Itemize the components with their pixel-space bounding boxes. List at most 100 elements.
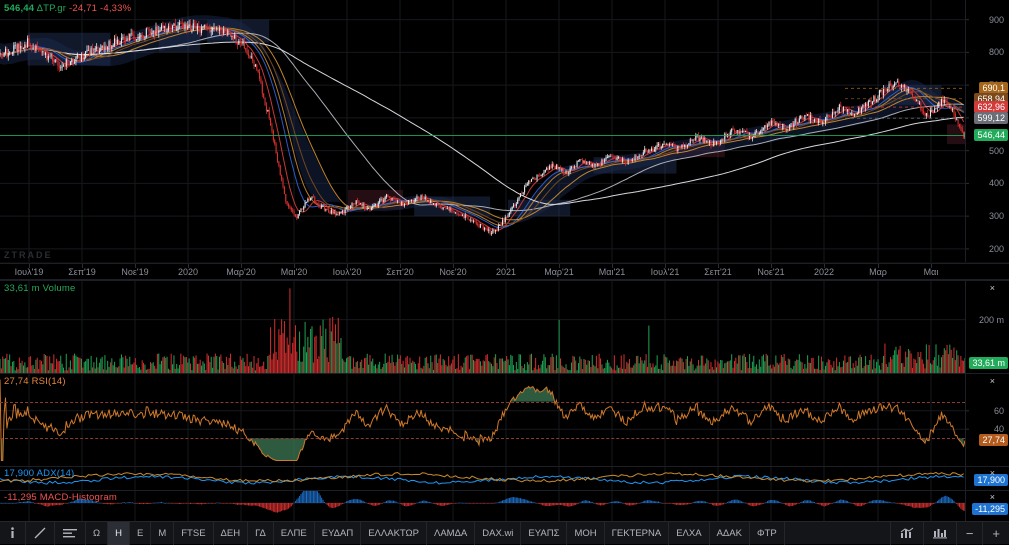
date-tick [294, 264, 295, 268]
rsi-pane[interactable]: 60 40 27,74 27,74 RSI(14) × [0, 374, 1009, 466]
volume-axis-label: 200 m [978, 314, 1004, 325]
zoom-in-icon[interactable]: + [982, 521, 1009, 545]
date-label: Νοε'21 [757, 267, 785, 277]
toolbar-item--[interactable]: ΦΤΡ [750, 521, 785, 545]
macd-chart-svg [0, 491, 965, 521]
macd-axis[interactable]: -11,295 [965, 491, 1009, 521]
price-symbol: ΔTP.gr [36, 3, 67, 14]
date-label: Νοε'20 [439, 267, 467, 277]
toolbar-item--[interactable]: ΑΔΑΚ [710, 521, 750, 545]
rsi-close-icon[interactable]: × [989, 376, 995, 386]
volume-close-icon[interactable]: × [989, 283, 995, 293]
date-tick [29, 264, 30, 268]
rsi-axis[interactable]: 60 40 27,74 [965, 374, 1009, 466]
adx-label: ADX(14) [36, 468, 75, 479]
date-label: Ιουλ'19 [14, 267, 44, 277]
date-label: Σεπ'19 [68, 267, 96, 277]
toolbar-item--[interactable]: ΕΛΠΕ [274, 521, 315, 545]
volume-axis[interactable]: 200 m 33,61 m [965, 281, 1009, 373]
toolbar-item--[interactable]: ΛΑΜΔΑ [427, 521, 476, 545]
price-axis-label: 900 [988, 14, 1004, 25]
price-change-pct: -4,33% [99, 3, 132, 14]
toolbar-item-dax-wi[interactable]: DAX.wi [475, 521, 522, 545]
toolbar-item--[interactable]: ΓΕΚΤΕΡΝΑ [605, 521, 670, 545]
rsi-badge[interactable]: 27,74 [979, 434, 1008, 447]
date-tick [82, 264, 83, 268]
date-tick [241, 264, 242, 268]
macd-pane[interactable]: -11,295 -11,295 MACD-Histogram × [0, 491, 1009, 521]
toolbar-item--[interactable]: ΕΛΛΑΚΤΩΡ [361, 521, 427, 545]
date-label: Ιουλ'20 [332, 267, 362, 277]
macd-last-value: -11,295 [4, 492, 37, 503]
volume-pane-title: 33,61 m Volume [4, 283, 75, 294]
chart-up-icon[interactable] [889, 521, 923, 545]
date-label: Νοε'19 [121, 267, 149, 277]
price-badge[interactable]: 632,96 [974, 101, 1008, 114]
toolbar-item--[interactable]: ΔΕΗ [214, 521, 249, 545]
date-tick [506, 264, 507, 268]
date-axis[interactable]: Ιουλ'19 Σεπ'19 Νοε'19 2020 Μαρ'20 Μαι'20 Ιουλ'… [0, 263, 1009, 280]
macd-close-icon[interactable]: × [989, 492, 995, 502]
price-badge[interactable]: 690,1 [979, 82, 1008, 95]
toolbar-item--[interactable]: ΜΟΗ [567, 521, 605, 545]
date-label: Μαρ'21 [544, 267, 574, 277]
toolbar-item--[interactable]: ΓΔ [248, 521, 274, 545]
pane-divider-macd [0, 490, 1009, 491]
toolbar-item--[interactable]: ΕΛΧΑ [669, 521, 710, 545]
list-icon[interactable] [55, 521, 86, 545]
date-tick [665, 264, 666, 268]
rsi-plot-area[interactable] [0, 374, 965, 466]
date-tick [188, 264, 189, 268]
date-tick [612, 264, 613, 268]
adx-pane[interactable]: 17,900 17,900 ADX(14) × [0, 467, 1009, 490]
bar-chart-icon[interactable] [922, 521, 956, 545]
rsi-last-value: 27,74 [4, 376, 29, 387]
price-plot-area[interactable] [0, 0, 965, 262]
watermark: ZTRADE [4, 250, 53, 260]
date-label: Μαι'20 [280, 267, 308, 277]
price-axis-label: 500 [988, 145, 1004, 156]
toolbar-item-m[interactable]: M [151, 521, 175, 545]
date-label: Σεπ'21 [704, 267, 732, 277]
price-axis[interactable]: 900800700600500400300200 690,1658,94632,… [965, 0, 1009, 262]
date-label: Μαρ [869, 267, 887, 277]
price-chart-svg [0, 0, 965, 262]
date-tick [347, 264, 348, 268]
volume-badge[interactable]: 33,61 m [969, 357, 1008, 369]
price-axis-label: 400 [988, 178, 1004, 189]
volume-plot-area[interactable] [0, 281, 965, 373]
adx-plot-area[interactable] [0, 467, 965, 490]
toolbar-item-h[interactable]: H [108, 521, 130, 545]
date-tick [824, 264, 825, 268]
price-badge[interactable]: 599,12 [974, 112, 1008, 125]
macd-plot-area[interactable] [0, 491, 965, 521]
macd-badge[interactable]: -11,295 [972, 503, 1008, 515]
date-tick [931, 264, 932, 268]
info-icon[interactable] [0, 521, 26, 545]
toolbar-item-ftse[interactable]: FTSE [174, 521, 214, 545]
pane-divider-adx [0, 466, 1009, 467]
macd-label: MACD-Histogram [39, 492, 117, 503]
adx-badge[interactable]: 17,900 [974, 473, 1008, 486]
rsi-axis-label: 40 [993, 424, 1004, 435]
date-tick [453, 264, 454, 268]
zoom-out-icon[interactable]: − [955, 521, 983, 545]
volume-pane[interactable]: 200 m 33,61 m 33,61 m Volume × [0, 281, 1009, 373]
adx-pane-title: 17,900 ADX(14) [4, 468, 74, 479]
date-tick [135, 264, 136, 268]
trendline-icon[interactable] [26, 521, 55, 545]
volume-chart-svg [0, 281, 965, 373]
toolbar-item--[interactable]: ΕΥΔΑΠ [315, 521, 362, 545]
adx-close-icon[interactable]: × [989, 468, 995, 478]
adx-axis[interactable]: 17,900 [965, 467, 1009, 490]
toolbar-item--[interactable]: ΕΥΑΠΣ [521, 521, 568, 545]
price-badge[interactable]: 546,44 [974, 129, 1008, 142]
date-label: 2020 [177, 267, 199, 277]
price-pane[interactable]: 900800700600500400300200 690,1658,94632,… [0, 0, 1009, 262]
toolbar-item-e[interactable]: E [130, 521, 152, 545]
toolbar-item--[interactable]: Ω [86, 521, 109, 545]
pane-divider-rsi [0, 373, 1009, 374]
pane-divider-volume [0, 280, 1009, 281]
date-tick [400, 264, 401, 268]
bottom-toolbar[interactable]: Ω H E M FTSE ΔΕΗ ΓΔ ΕΛΠΕ ΕΥΔΑΠ ΕΛΛΑΚΤΩΡ ΛΑΜΔΑ DAX.w… [0, 521, 1009, 545]
